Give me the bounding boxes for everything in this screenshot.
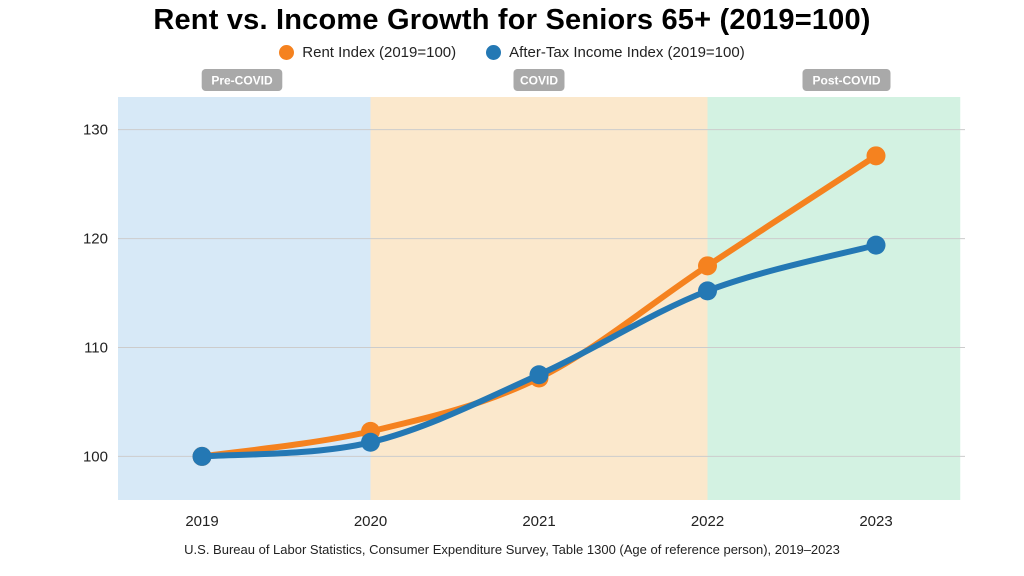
data-point-income-2021 (529, 365, 549, 385)
phase-band-1 (370, 97, 708, 500)
chart-title: Rent vs. Income Growth for Seniors 65+ (… (153, 4, 871, 36)
x-tick-label-2020: 2020 (354, 513, 387, 530)
x-tick-label-2022: 2022 (691, 513, 724, 530)
legend-item-income: After-Tax Income Index (2019=100) (486, 44, 745, 61)
y-tick-label-110: 110 (84, 340, 108, 357)
phase-band-0 (118, 97, 371, 500)
legend-marker-rent (279, 45, 295, 60)
phase-band-2 (707, 97, 961, 500)
data-point-rent-2023 (866, 146, 886, 166)
legend-label-rent: Rent Index (2019=100) (302, 44, 457, 61)
legend-item-rent: Rent Index (2019=100) (279, 44, 456, 61)
phase-badge-1 (513, 69, 565, 91)
data-point-rent-2022 (698, 256, 717, 276)
x-tick-label-2019: 2019 (185, 513, 218, 530)
legend-label-income: After-Tax Income Index (2019=100) (509, 44, 745, 61)
phase-badge-label-0: Pre-COVID (211, 74, 273, 88)
legend-marker-income (486, 45, 502, 60)
phase-badge-label-2: Post-COVID (812, 74, 880, 88)
phase-badge-0 (201, 69, 283, 91)
data-point-income-2023 (866, 235, 886, 255)
chart-legend: Rent Index (2019=100) After-Tax Income I… (0, 44, 1024, 61)
y-tick-label-130: 130 (83, 122, 108, 139)
data-point-income-2020 (361, 432, 380, 452)
source-note: U.S. Bureau of Labor Statistics, Consume… (184, 542, 840, 557)
x-tick-label-2023: 2023 (859, 513, 892, 530)
data-point-income-2019 (192, 446, 212, 466)
y-tick-label-120: 120 (83, 231, 108, 248)
y-tick-label-100: 100 (83, 448, 108, 465)
phase-badge-2 (802, 69, 891, 91)
x-tick-label-2021: 2021 (522, 513, 555, 530)
phase-badge-label-1: COVID (520, 74, 558, 88)
data-point-income-2022 (698, 281, 717, 301)
